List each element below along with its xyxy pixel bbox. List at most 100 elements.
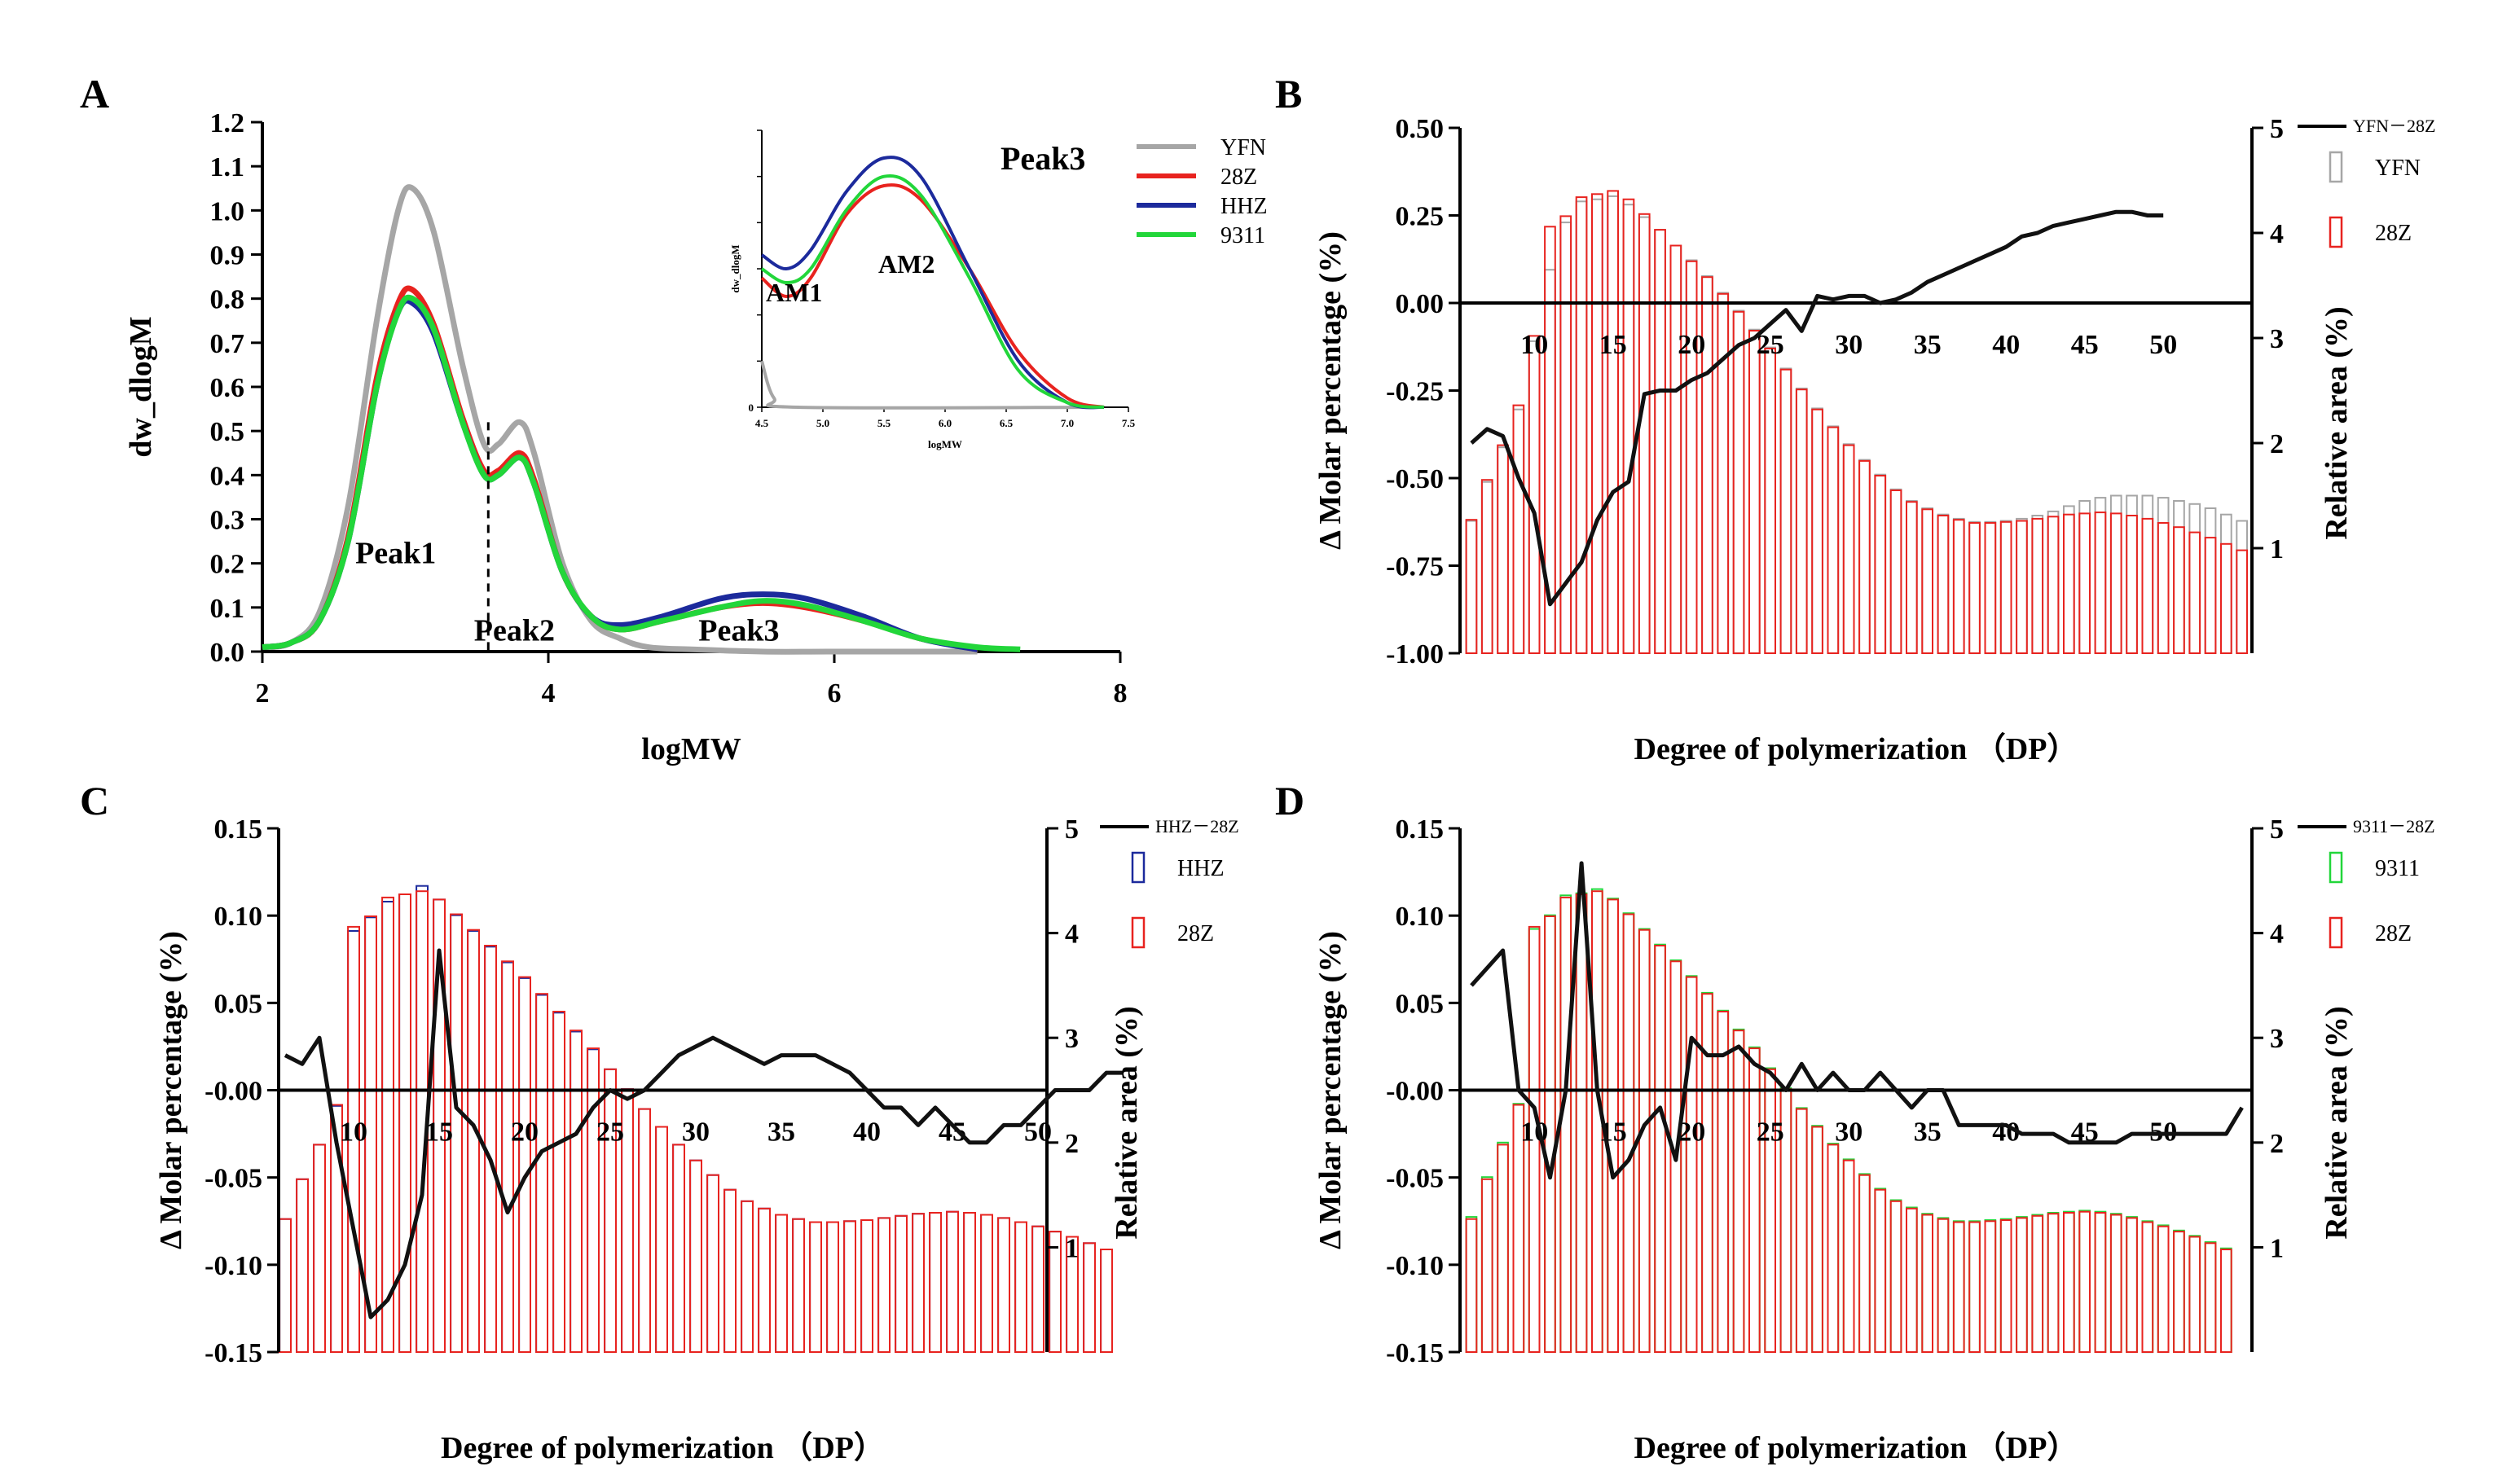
bar-28z <box>843 1220 856 1354</box>
bar-28z <box>1465 519 1478 655</box>
left-y-tick-label: 0.25 <box>1396 202 1445 232</box>
bar-28z <box>2126 515 2138 654</box>
bar-yfn <box>1717 292 1730 654</box>
panel-a-chart: 0.0 0.1 0.2 0.3 0.4 0.5 0.6 0.7 0.8 0.9 1.0 1.1 1.2 2… <box>124 108 1128 766</box>
bar-28z <box>741 1200 754 1354</box>
bar-yfn <box>2220 513 2232 655</box>
bar-9311 <box>1999 1218 2012 1353</box>
left-y-tick-label: -0.10 <box>205 1251 262 1281</box>
legend-swatch-yfn <box>2329 151 2343 183</box>
bar-yfn <box>1622 204 1635 654</box>
bar-yfn <box>1685 259 1698 654</box>
bar-28z <box>2173 1231 2185 1353</box>
bar-28z <box>1827 1144 1840 1354</box>
x-tick-label: 15 <box>1599 330 1627 360</box>
left-y-tick-label: -0.75 <box>1386 552 1444 582</box>
bar-9311 <box>1952 1220 1965 1354</box>
legend-label-28z: 28Z <box>1177 921 1214 946</box>
inset-series-line-yfn <box>760 360 1105 410</box>
bar-9311 <box>1638 928 1651 1353</box>
annotation-am1: AM1 <box>766 278 822 307</box>
bar-28z <box>535 993 548 1353</box>
right-y-tick-label: 1 <box>2270 1233 2284 1263</box>
legend-label-yfn: YFN <box>2375 156 2421 181</box>
panel-label-a: A <box>80 71 109 116</box>
bar-28z <box>1999 1219 2012 1353</box>
bar-9311 <box>1889 1199 1902 1353</box>
bar-9311 <box>2141 1220 2154 1354</box>
bar-28z <box>2109 1214 2122 1353</box>
bar-yfn <box>1732 310 1745 654</box>
bar-hhz <box>723 1188 737 1353</box>
left-y-tick-label: -0.10 <box>1386 1251 1444 1281</box>
y-tick-label: 0.7 <box>210 329 245 359</box>
legend-label-9311: 9311 <box>1220 223 1265 248</box>
bar-28z <box>1607 190 1620 654</box>
bar-hhz <box>672 1144 685 1354</box>
bar-hhz <box>1049 1231 1062 1353</box>
annotation-am2: AM2 <box>878 249 935 279</box>
bar-hhz <box>296 1178 310 1354</box>
series-line-28z <box>262 285 979 652</box>
left-y-tick-label: 0.05 <box>214 989 263 1019</box>
bar-hhz <box>758 1207 771 1354</box>
bar-hhz <box>860 1219 873 1353</box>
left-y-tick-label: -1.00 <box>1386 639 1444 670</box>
panel-c-chart: 0.15 0.10 0.05 -0.00 -0.05 -0.10 -0.15 5 4 3 2 1 10 1… <box>154 814 1239 1465</box>
legend-title: Peak3 <box>1001 140 1085 177</box>
bar-28z <box>1827 426 1840 654</box>
right-y-tick-label: 3 <box>1065 1024 1079 1054</box>
right-y-tick-label: 2 <box>2270 429 2284 459</box>
bar-9311 <box>1497 1141 1509 1354</box>
bar-28z <box>963 1212 976 1353</box>
bar-28z <box>1732 310 1745 655</box>
series-line-9311 <box>262 294 1021 652</box>
y-tick-label: 1.1 <box>210 152 245 182</box>
bar-9311 <box>2220 1247 2232 1353</box>
bar-28z <box>467 929 480 1353</box>
bar-28z <box>1701 276 1713 654</box>
bar-9311 <box>1575 892 1588 1353</box>
bar-28z <box>1921 508 1934 654</box>
bar-9311 <box>1764 1067 1777 1353</box>
bar-28z <box>296 1178 310 1354</box>
y-tick-label: 1.2 <box>210 108 245 138</box>
bar-hhz <box>895 1214 908 1354</box>
right-y-tick-label: 5 <box>2270 814 2284 845</box>
bar-9311 <box>1874 1188 1887 1354</box>
left-y-axis-title: Δ Molar percentage (%) <box>1313 231 1348 550</box>
bar-28z <box>1031 1225 1044 1353</box>
legend-label-diff: 9311－28Z <box>2353 816 2435 836</box>
y-tick-label: 0.2 <box>210 550 245 580</box>
right-y-tick-label: 4 <box>2270 219 2284 249</box>
bar-28z <box>1465 1218 1478 1353</box>
right-y-axis-title: Relative area (%) <box>2320 1006 2354 1239</box>
bar-28z <box>895 1214 908 1354</box>
bar-9311 <box>2109 1213 2122 1353</box>
inset-x-tick-label: 5.0 <box>816 417 829 429</box>
difference-line <box>284 948 1124 1319</box>
bar-28z <box>638 1108 651 1353</box>
bar-28z <box>1669 244 1682 654</box>
left-y-tick-label: 0.05 <box>1396 989 1445 1019</box>
left-y-tick-label: 0.10 <box>214 902 263 932</box>
bar-28z <box>946 1210 959 1353</box>
right-y-axis-title: Relative area (%) <box>2320 306 2354 539</box>
bar-28z <box>2078 512 2091 655</box>
bar-9311 <box>1559 894 1572 1354</box>
bar-28z <box>1984 1220 1997 1354</box>
bar-yfn <box>1937 513 1950 655</box>
bar-28z <box>433 898 446 1353</box>
bar-28z <box>330 1104 344 1353</box>
y-tick-label: 0.1 <box>210 594 245 624</box>
bar-28z <box>2157 522 2170 654</box>
bar-9311 <box>2063 1210 2075 1353</box>
legend-label-yfn: YFN <box>1220 135 1266 160</box>
bar-yfn <box>1575 200 1588 655</box>
x-axis-title: Degree of polymerization （DP） <box>1634 732 2078 766</box>
bar-28z <box>1622 198 1635 654</box>
bar-28z <box>2188 1236 2201 1353</box>
bar-28z <box>1544 226 1556 654</box>
